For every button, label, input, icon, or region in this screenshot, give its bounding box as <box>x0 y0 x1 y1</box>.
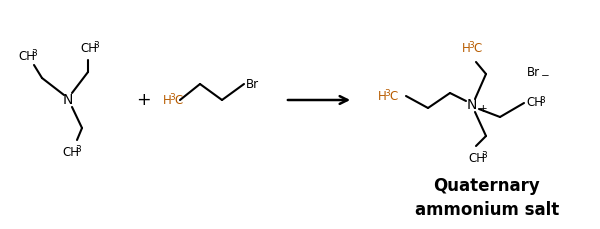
Text: H: H <box>378 90 387 103</box>
Text: N: N <box>63 93 73 107</box>
Text: Quaternary: Quaternary <box>434 177 541 195</box>
Text: +: + <box>136 91 151 109</box>
Text: −: − <box>541 71 550 81</box>
Text: 3: 3 <box>31 49 37 58</box>
Text: 3: 3 <box>385 89 390 98</box>
Text: H: H <box>163 93 172 106</box>
Text: 3: 3 <box>75 145 81 154</box>
Text: 3: 3 <box>539 96 545 105</box>
Text: H: H <box>462 41 471 55</box>
Text: N: N <box>467 98 477 112</box>
Text: 3: 3 <box>469 41 474 50</box>
Text: 3: 3 <box>170 93 175 102</box>
Text: CH: CH <box>62 145 79 158</box>
Text: CH: CH <box>526 96 543 109</box>
Text: ammonium salt: ammonium salt <box>415 201 559 219</box>
Text: 3: 3 <box>93 41 99 50</box>
Text: CH: CH <box>18 49 35 63</box>
Text: CH: CH <box>80 41 97 55</box>
Text: +: + <box>479 104 488 114</box>
Text: 3: 3 <box>481 151 487 160</box>
Text: Br: Br <box>527 65 540 79</box>
Text: Br: Br <box>246 77 259 90</box>
Text: C: C <box>473 41 481 55</box>
Text: CH: CH <box>468 152 485 164</box>
Text: C: C <box>174 93 182 106</box>
Text: C: C <box>389 90 397 103</box>
